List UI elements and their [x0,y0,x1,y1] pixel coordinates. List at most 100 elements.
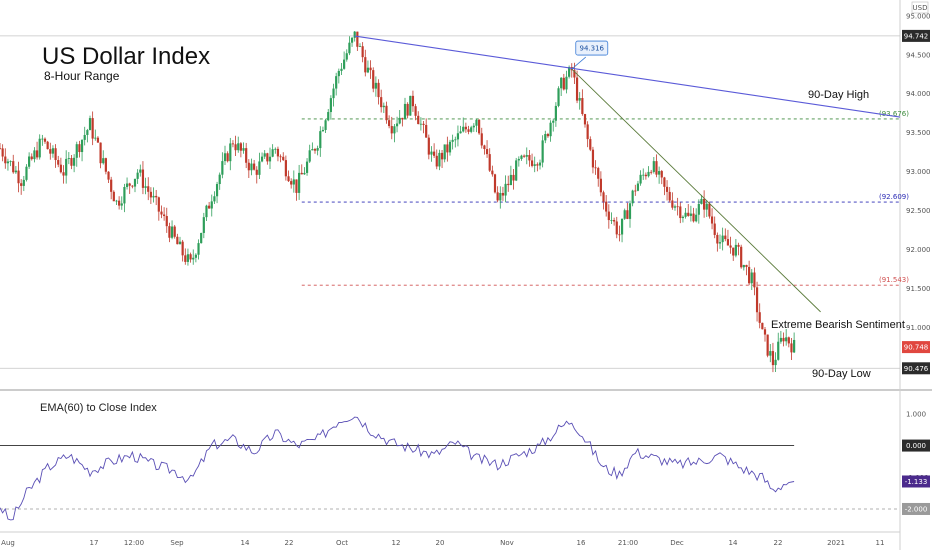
x-tick-label: 20 [436,539,445,547]
candle-body [425,124,428,138]
candle-body [57,160,60,165]
candle-body [43,138,47,142]
candle-body [533,164,536,166]
candle-body [480,133,483,146]
candle-body [377,82,380,98]
candle-body [118,200,121,206]
indicator-zero-badge-label: 0.000 [906,442,926,450]
axis-layer: 95.000 94.500 94.000 93.500 93.000 92.500 92.0… [1,12,930,547]
x-tick-label: 11 [876,539,885,547]
candle-body [266,153,269,162]
candle-body [763,329,767,335]
candle-body [168,226,171,238]
candle-body [504,183,507,196]
candle-body [83,134,86,140]
candle-body [483,145,486,150]
candle-body [753,272,756,288]
candle-body [380,97,383,108]
candle-body [358,46,362,48]
candle-body [1,148,4,157]
candle-body [12,161,15,173]
indicator-current-label: -1.133 [905,478,928,486]
candle-body [139,169,142,173]
candle-body [496,192,499,201]
candle-body [485,149,489,155]
candle-body [748,266,751,284]
candle-body [99,142,102,164]
candle-body [710,216,714,224]
candle-body [668,191,671,201]
candle-body [687,212,690,216]
level-badge-label: 90.476 [904,365,929,373]
price-tick-label: 92.000 [906,246,931,254]
candle-body [332,88,335,99]
candle-body [22,179,25,186]
candle-body [327,112,330,121]
candle-body [467,129,470,132]
candle-body [340,68,343,71]
level-badge-label: 94.742 [904,32,929,40]
candle-body [128,183,131,186]
candle-body [369,67,372,71]
candle-body [213,196,216,202]
candle-body [771,351,775,366]
candle-body [403,103,407,120]
candle-body [478,119,481,134]
candle-body [750,272,753,284]
candle-body [636,183,640,191]
candle-body [708,203,711,217]
candle-body [419,123,422,125]
candle-body [65,158,68,176]
x-tick-label: Nov [500,539,514,547]
indicator-tick-label: 1.000 [906,410,926,418]
candle-body [51,148,55,154]
candle-body [398,117,401,124]
candle-body [276,148,280,157]
candle-body [30,156,33,160]
candle-body [562,77,565,90]
candle-body [557,88,560,106]
candle-body [382,105,385,108]
candle-body [165,216,168,227]
candle-body [170,226,174,238]
price-tick-label: 91.500 [906,285,931,293]
level-badge [902,29,930,42]
candle-body [215,184,219,197]
candle-body [528,154,531,161]
callout-label: 94.316 [580,45,605,53]
candle-body [541,140,544,163]
candle-body [70,158,73,166]
candle-body [234,144,237,151]
candle-body [689,213,692,216]
annotation-90-day-low: 90-Day Low [812,368,871,380]
candle-body [716,234,719,244]
candle-body [554,105,557,121]
candle-body [732,247,735,256]
trendlines-layer: 94.316 [354,35,901,313]
candle-body [242,148,245,151]
candle-body [271,149,274,157]
candle-body [517,158,520,161]
current-price-label: 90.748 [904,344,929,352]
candle-body [335,76,338,89]
candle-body [189,254,192,260]
candle-body [393,126,396,134]
candle-body [313,149,317,151]
candle-body [472,125,475,128]
candle-body [414,106,417,116]
candle-body [144,186,147,188]
candle-body [610,220,613,221]
candle-body [724,235,727,240]
candle-body [647,171,650,177]
candle-body [345,53,348,60]
candle-body [25,166,28,180]
candle-body [343,59,346,69]
candle-body [303,172,306,175]
candle-body [388,120,391,127]
candle-body [790,343,793,353]
candle-body [591,149,595,168]
candle-body [769,351,772,356]
trendline-high [354,35,901,118]
candle-body [104,158,107,172]
